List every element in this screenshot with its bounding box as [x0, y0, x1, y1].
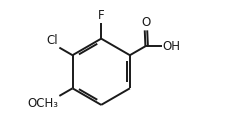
Text: Cl: Cl	[46, 34, 58, 47]
Text: O: O	[141, 16, 150, 29]
Text: OH: OH	[162, 40, 180, 53]
Text: OCH₃: OCH₃	[27, 97, 58, 110]
Text: F: F	[98, 9, 104, 22]
